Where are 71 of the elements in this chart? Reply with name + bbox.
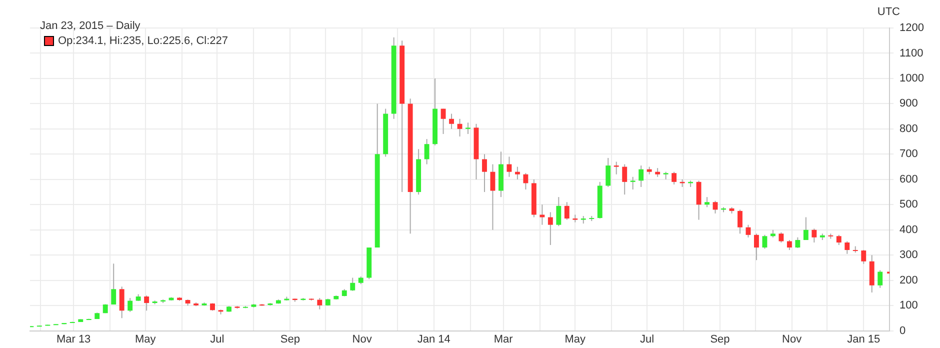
y-tick-label: 800 xyxy=(900,122,918,135)
candlestick xyxy=(144,294,150,312)
candlestick xyxy=(836,234,842,246)
candlestick xyxy=(523,172,528,190)
annotation: Op:234.1, Hi:235, Lo:225.6, Cl:227 xyxy=(58,35,228,47)
candlestick xyxy=(548,212,553,246)
candlestick xyxy=(622,164,628,196)
candlestick xyxy=(111,263,116,306)
candlestick xyxy=(738,209,742,234)
candlestick xyxy=(128,297,133,312)
candlestick xyxy=(506,156,512,178)
y-tick-label: 900 xyxy=(900,98,918,110)
text: UTC xyxy=(877,6,900,18)
candlestick xyxy=(638,165,644,188)
candlestick xyxy=(696,180,702,220)
candlestick xyxy=(424,138,430,165)
x-tick-label: Sep xyxy=(280,333,300,346)
candlestick xyxy=(746,224,751,238)
candlestick xyxy=(812,228,817,243)
candlestick xyxy=(440,108,446,134)
candlestick xyxy=(630,176,636,190)
candlestick xyxy=(778,232,784,243)
candlestick xyxy=(712,200,718,214)
x-tick-label: Jan 15 xyxy=(847,333,880,346)
x-tick-label: Mar 13 xyxy=(56,333,91,346)
candlestick xyxy=(449,113,454,130)
y-tick-label: 300 xyxy=(900,249,918,262)
candlestick xyxy=(119,286,124,319)
y-tick-label: 600 xyxy=(900,173,918,186)
y-tick-label: 400 xyxy=(900,224,918,236)
candlestick xyxy=(869,254,874,293)
candlestick xyxy=(606,157,611,188)
candlestick xyxy=(350,277,356,292)
candlestick xyxy=(762,234,768,250)
y-tick-label: 1100 xyxy=(900,47,924,60)
candlestick xyxy=(457,118,462,138)
chart-subtitle: Jan 23, 2015 – Daily xyxy=(40,20,140,32)
x-tick-label: Jan 14 xyxy=(417,333,450,346)
candlestick xyxy=(466,122,470,134)
candlestick xyxy=(540,204,545,226)
y-tick-label: 500 xyxy=(900,198,918,211)
candlestick xyxy=(844,240,850,254)
candlestick xyxy=(564,202,570,220)
candlestick xyxy=(795,236,800,249)
candlestick xyxy=(803,216,808,240)
candlestick xyxy=(786,239,792,251)
x-tick-label: Nov xyxy=(352,333,372,346)
candlestick xyxy=(317,297,322,310)
candlestick xyxy=(490,164,496,230)
y-tick-label: 1200 xyxy=(900,22,924,34)
y-tick-label: 0 xyxy=(900,324,906,337)
candlestick xyxy=(556,196,562,227)
candlestick xyxy=(704,196,710,208)
candlestick xyxy=(614,161,619,175)
x-tick-label: Jul xyxy=(640,333,654,346)
y-tick-label: 700 xyxy=(900,148,918,160)
x-tick-label: Nov xyxy=(782,333,802,346)
x-tick-label: Sep xyxy=(710,333,730,346)
candlestick xyxy=(482,154,487,193)
y-tick-label: 1000 xyxy=(900,72,924,84)
candlestick xyxy=(754,233,759,261)
candlestick xyxy=(861,250,866,264)
y-tick-label: 200 xyxy=(900,274,918,286)
x-tick-label: May xyxy=(135,333,156,346)
x-tick-label: Mar xyxy=(494,333,514,346)
x-tick-label: Jul xyxy=(210,333,224,346)
x-tick-label: May xyxy=(564,333,586,346)
y-tick-label: 100 xyxy=(900,300,918,312)
candlestick xyxy=(514,166,520,180)
candlestick xyxy=(878,270,883,288)
candlestick xyxy=(672,171,677,185)
